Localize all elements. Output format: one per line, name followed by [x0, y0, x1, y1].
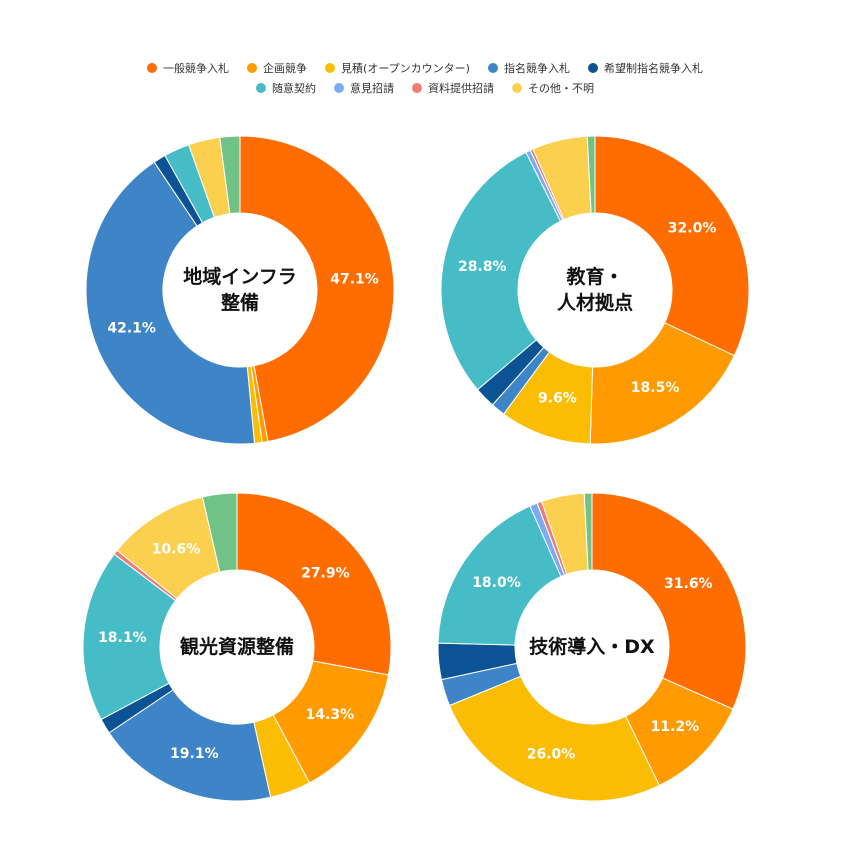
legend-label: 希望制指名競争入札 — [603, 62, 703, 75]
legend-item: 指名競争入札 — [487, 60, 570, 76]
legend-label: 見積(オープンカウンター) — [341, 62, 470, 75]
legend-label: その他・不明 — [528, 82, 594, 95]
legend-label: 資料提供招請 — [428, 82, 494, 95]
slice-data-label: 18.1% — [98, 630, 147, 646]
legend-item: 随意契約 — [256, 80, 316, 96]
slice-data-label: 19.1% — [170, 746, 219, 762]
legend-label: 意見招請 — [350, 82, 394, 95]
legend-label: 企画競争 — [263, 62, 308, 75]
slice-data-label: 18.0% — [472, 575, 521, 591]
donut-slice — [108, 689, 272, 802]
donut-slice — [594, 135, 750, 357]
donut-center-title: 人材拠点 — [557, 291, 633, 314]
donut-slice — [440, 151, 562, 391]
legend-item: 希望制指名競争入札 — [587, 60, 703, 76]
donut-center-title: 技術導入・DX — [529, 635, 655, 658]
donut-center-title: 地域インフラ — [183, 265, 296, 288]
slice-data-label: 9.6% — [538, 391, 577, 407]
donut-slice — [448, 675, 660, 802]
donut-slice — [239, 135, 395, 443]
slice-data-label: 11.2% — [651, 719, 700, 735]
legend-item: その他・不明 — [512, 80, 594, 96]
legend-swatch-icon — [587, 63, 598, 73]
legend-row-1: 一般競争入札 企画競争 見積(オープンカウンター) 指名競争入札 希望制指名競争… — [0, 58, 850, 78]
chart-legend: 一般競争入札 企画競争 見積(オープンカウンター) 指名競争入札 希望制指名競争… — [0, 58, 850, 98]
legend-swatch-icon — [334, 83, 344, 93]
slice-data-label: 10.6% — [152, 542, 201, 558]
legend-swatch-icon — [487, 63, 498, 73]
donut-slice — [589, 322, 736, 445]
donut-slice — [583, 492, 593, 571]
slice-data-label: 27.9% — [301, 565, 350, 581]
donut-slice — [85, 161, 256, 445]
slice-data-label: 18.5% — [631, 380, 680, 396]
donut-center-title: 教育・ — [566, 265, 623, 288]
slice-data-label: 42.1% — [107, 321, 156, 337]
legend-row-2: 随意契約 意見招請 資料提供招請 その他・不明 — [0, 78, 850, 98]
slice-data-label: 14.3% — [306, 707, 355, 723]
donut-chart-3: 27.9% 14.3% 19.1% 18.1% 10.6% 観光資源整備 — [82, 492, 392, 802]
legend-label: 指名競争入札 — [503, 62, 570, 75]
slice-data-label: 28.8% — [458, 259, 507, 275]
donut-center-title: 整備 — [221, 291, 259, 314]
donut-slice — [586, 135, 596, 214]
legend-swatch-icon — [147, 63, 158, 73]
donut-slice — [82, 553, 177, 721]
legend-item: 見積(オープンカウンター) — [325, 60, 470, 76]
donut-slice — [591, 492, 747, 710]
legend-swatch-icon — [247, 63, 258, 73]
slice-data-label: 47.1% — [330, 272, 379, 288]
donut-chart-4: 31.6% 11.2% 26.0% 18.0% 技術導入・DX — [437, 492, 747, 802]
donut-slice — [437, 505, 562, 646]
donut-slice — [236, 492, 392, 676]
legend-swatch-icon — [325, 63, 336, 73]
legend-swatch-icon — [256, 83, 266, 93]
donut-center-title: 観光資源整備 — [180, 635, 294, 658]
donut-slice — [219, 135, 241, 215]
legend-item: 資料提供招請 — [412, 80, 494, 96]
legend-swatch-icon — [412, 83, 422, 93]
legend-label: 一般競争入札 — [163, 62, 230, 75]
slice-data-label: 31.6% — [664, 576, 713, 592]
legend-swatch-icon — [512, 83, 522, 93]
legend-item: 企画競争 — [247, 60, 307, 76]
donut-chart-2: 32.0% 18.5% 9.6% 28.8% 教育・人材拠点 — [440, 135, 750, 445]
legend-item: 意見招請 — [334, 80, 394, 96]
slice-data-label: 26.0% — [527, 746, 576, 762]
legend-item: 一般競争入札 — [147, 60, 229, 76]
slice-data-label: 32.0% — [668, 220, 717, 236]
legend-label: 随意契約 — [272, 82, 316, 95]
donut-slice — [201, 492, 238, 573]
